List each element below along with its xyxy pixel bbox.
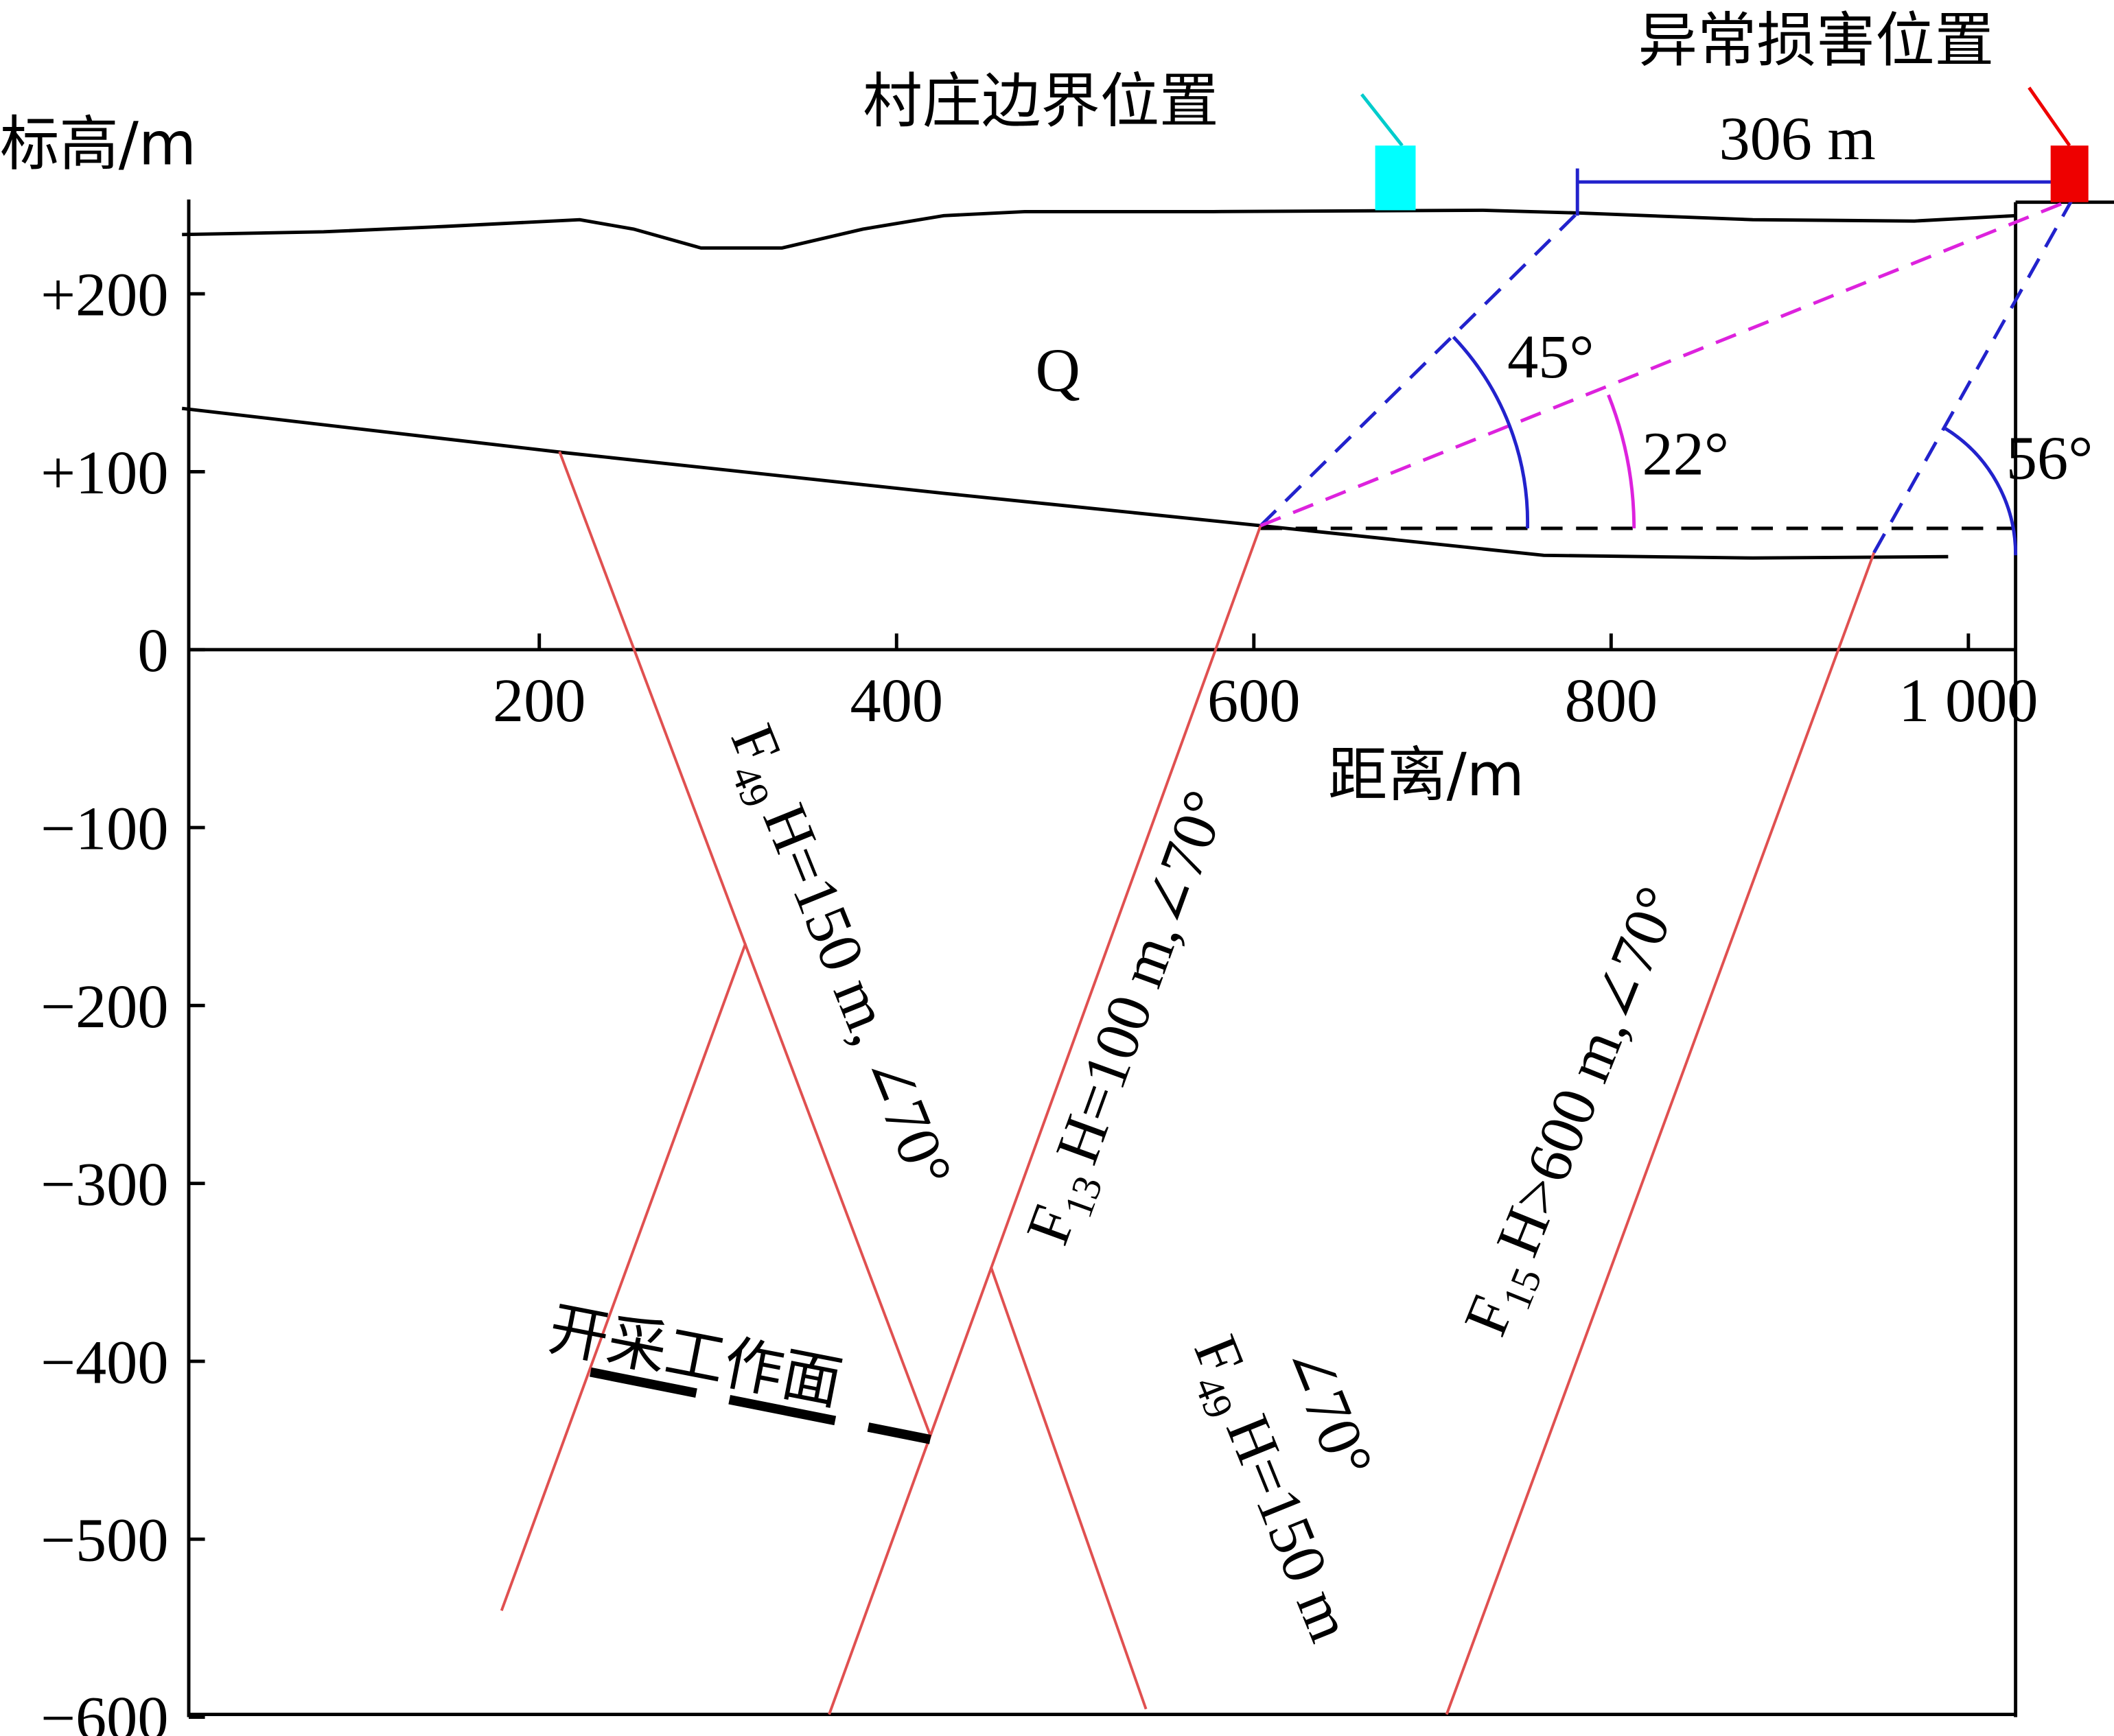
- fault-lines: [500, 451, 1876, 1715]
- x-tick-label: 200: [493, 666, 586, 735]
- x-tick-label: 400: [850, 666, 943, 735]
- village-label: 村庄边界位置: [863, 67, 1218, 136]
- damage-marker: [2050, 145, 2089, 202]
- y-tick-label: −600: [40, 1683, 168, 1736]
- distance-label: 306 m: [1719, 104, 1875, 173]
- y-tick-label: −500: [40, 1505, 168, 1575]
- angle-lines: [1259, 86, 2074, 556]
- y-tick-label: −400: [40, 1327, 168, 1396]
- x-tick-label: 800: [1565, 666, 1658, 735]
- work-face: [590, 1367, 931, 1444]
- work-face-label: 开采工作面: [544, 1295, 848, 1419]
- x-tick-label: 600: [1207, 666, 1301, 735]
- angle-label: 45°: [1507, 322, 1594, 391]
- damage-label: 异常损害位置: [1638, 6, 1994, 75]
- ticks: +200 +100 0 −100 −200 −300 −400 −500 −600 200 400 6…: [40, 260, 2038, 1736]
- fault-desc: H=100 m,∠70°: [1042, 782, 1241, 1173]
- y-tick-label: −100: [40, 794, 168, 863]
- angle-label: 56°: [2006, 423, 2093, 492]
- y-tick-label: −300: [40, 1149, 168, 1219]
- fault-labels: F49H=150 m, ∠70°F13H=100 m,∠70°F49H=150 …: [710, 715, 1701, 1651]
- y-title: 标高/m: [0, 110, 196, 179]
- y-tick-label: +100: [40, 438, 168, 507]
- fault-label: F13H=100 m,∠70°: [1012, 782, 1248, 1256]
- angle-label: 22°: [1642, 419, 1729, 488]
- fault-desc: H>600 m,∠70°: [1483, 877, 1693, 1265]
- x-tick-label: 1 000: [1898, 666, 2038, 735]
- y-tick-label: 0: [137, 615, 168, 685]
- fault-label: F15H>600 m,∠70°: [1450, 877, 1701, 1348]
- village-marker: [1375, 145, 1416, 211]
- y-tick-label: −200: [40, 972, 168, 1041]
- layer-label: Q: [1036, 336, 1080, 405]
- x-title: 距离/m: [1328, 741, 1524, 810]
- y-tick-label: +200: [40, 260, 168, 329]
- fault-label: F49H=150 m, ∠70°: [710, 715, 966, 1200]
- fault-desc: H=150 m, ∠70°: [750, 795, 966, 1197]
